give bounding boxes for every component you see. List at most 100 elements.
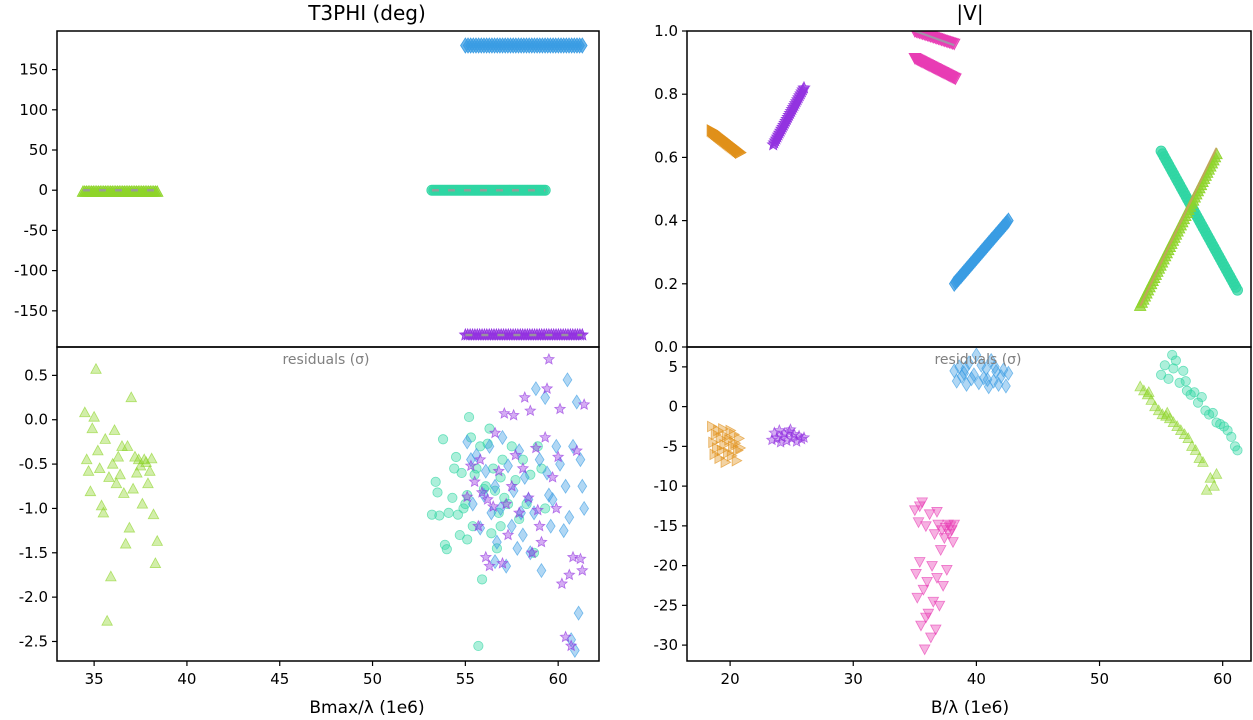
triangle-down-pink-point xyxy=(908,505,921,517)
triangle-green-point xyxy=(147,508,160,520)
triangle-down-pink-point xyxy=(948,519,961,531)
diamond-blue-point xyxy=(960,360,971,377)
diamond-blue-point xyxy=(512,540,523,556)
circle-teal-point xyxy=(426,509,438,520)
triangle-green-point xyxy=(143,464,156,476)
diamond-blue-point xyxy=(490,478,500,494)
t3phi-panel: 150 100 50 0 -50 -100 -150 0.5 0.0 -0.5 -1.0 -1.5 -2… xyxy=(14,1,600,718)
triangle-down-pink-point xyxy=(933,600,946,612)
y-tick-label: 150 xyxy=(19,61,48,79)
diamond-blue-point xyxy=(462,434,473,450)
star-purple-point xyxy=(507,408,520,421)
star-purple-point xyxy=(533,519,546,532)
vis-bottom-frame xyxy=(686,346,1252,662)
y-tick-label: -1.0 xyxy=(19,499,48,517)
circle-teal-point xyxy=(473,640,484,651)
star-purple-point xyxy=(522,491,535,504)
x-tick-label: 50 xyxy=(1090,670,1109,688)
star-purple-point xyxy=(550,501,563,514)
triangle-green-point xyxy=(125,391,138,403)
triangle-green-point xyxy=(1193,451,1206,463)
triangle-green-point xyxy=(1137,384,1150,396)
diamond-blue-point xyxy=(544,487,554,503)
t3phi-xlabel: Bmax/λ (1e6) xyxy=(309,698,424,718)
triangle-green-point xyxy=(82,464,95,476)
star-purple-point xyxy=(576,563,589,576)
triangle-down-pink-point xyxy=(949,73,962,86)
circle-teal-point xyxy=(463,411,475,423)
y-tick-label: 0.4 xyxy=(654,212,678,230)
triangle-green-point xyxy=(121,440,134,451)
circle-teal-point xyxy=(447,492,458,503)
triangle-down-pink-point xyxy=(921,576,934,588)
triangle-down-pink-point xyxy=(937,580,950,592)
triangle-green-point xyxy=(1174,424,1187,435)
star-purple-point xyxy=(542,352,556,365)
diamond-blue-point xyxy=(568,438,578,454)
triangle-right-orange-point xyxy=(734,432,746,445)
triangle-right-orange-point xyxy=(725,424,737,437)
star-purple-point xyxy=(479,550,492,563)
x-tick-label: 60 xyxy=(1213,670,1232,688)
triangle-down-pink-point xyxy=(940,565,953,576)
diamond-blue-point xyxy=(529,505,539,521)
star-purple-point xyxy=(518,391,531,403)
triangle-down-pink-point xyxy=(911,592,924,604)
star-purple-point xyxy=(483,559,496,572)
star-purple-point xyxy=(797,431,811,443)
circle-teal-point xyxy=(1189,387,1200,398)
triangle-right-orange-point xyxy=(735,146,747,160)
star-purple-point xyxy=(540,382,554,394)
y-tick-label: -100 xyxy=(14,262,48,280)
circle-teal-point xyxy=(495,521,506,532)
y-tick-label: 0 xyxy=(668,398,678,416)
circle-teal-point xyxy=(495,472,506,483)
star-purple-point xyxy=(577,398,591,410)
triangle-down-pink-point xyxy=(917,584,930,596)
triangle-down-pink-point xyxy=(938,533,951,545)
triangle-down-pink-point xyxy=(931,507,943,518)
circle-teal-point xyxy=(1170,355,1181,366)
star-purple-point xyxy=(468,475,481,488)
diamond-blue-point xyxy=(497,429,508,446)
circle-teal-point xyxy=(489,485,501,496)
diamond-blue-point xyxy=(558,522,569,539)
triangle-right-orange-point xyxy=(707,420,718,433)
y-tick-label: 100 xyxy=(19,101,48,119)
circle-teal-point xyxy=(1192,397,1204,408)
triangle-green-point xyxy=(150,184,164,197)
triangle-green-point xyxy=(103,471,115,482)
diamond-blue-point xyxy=(969,367,979,383)
diamond-blue-point xyxy=(542,465,552,481)
diamond-blue-point xyxy=(1003,212,1014,229)
circle-teal-point xyxy=(1222,425,1233,436)
triangle-green-point xyxy=(1182,432,1195,443)
triangle-green-point xyxy=(1149,400,1161,412)
star-purple-point xyxy=(566,550,580,563)
circle-teal-point xyxy=(449,463,460,474)
star-purple-point xyxy=(492,464,505,477)
x-tick-label: 45 xyxy=(270,670,289,688)
star-purple-point xyxy=(570,444,583,457)
triangle-green-point xyxy=(117,487,130,498)
vis-data-area xyxy=(706,31,1243,311)
circle-teal-point xyxy=(539,184,551,196)
diamond-blue-point xyxy=(560,478,571,494)
y-tick-label: -2.0 xyxy=(19,588,48,606)
triangle-green-point xyxy=(1161,406,1174,418)
x-tick-label: 40 xyxy=(967,670,986,688)
triangle-green-point xyxy=(95,499,108,511)
star-purple-point xyxy=(574,552,587,565)
triangle-green-point xyxy=(1134,380,1147,392)
star-purple-point xyxy=(496,556,509,569)
circle-teal-point xyxy=(1180,376,1191,387)
diamond-blue-point xyxy=(973,375,984,391)
triangle-right-orange-point xyxy=(731,454,743,467)
circle-teal-point xyxy=(434,510,445,521)
y-tick-label: 1.0 xyxy=(654,22,678,40)
circle-teal-point xyxy=(438,434,449,445)
triangle-green-point xyxy=(91,444,104,456)
triangle-green-point xyxy=(1210,467,1223,479)
triangle-right-orange-point xyxy=(720,456,732,469)
